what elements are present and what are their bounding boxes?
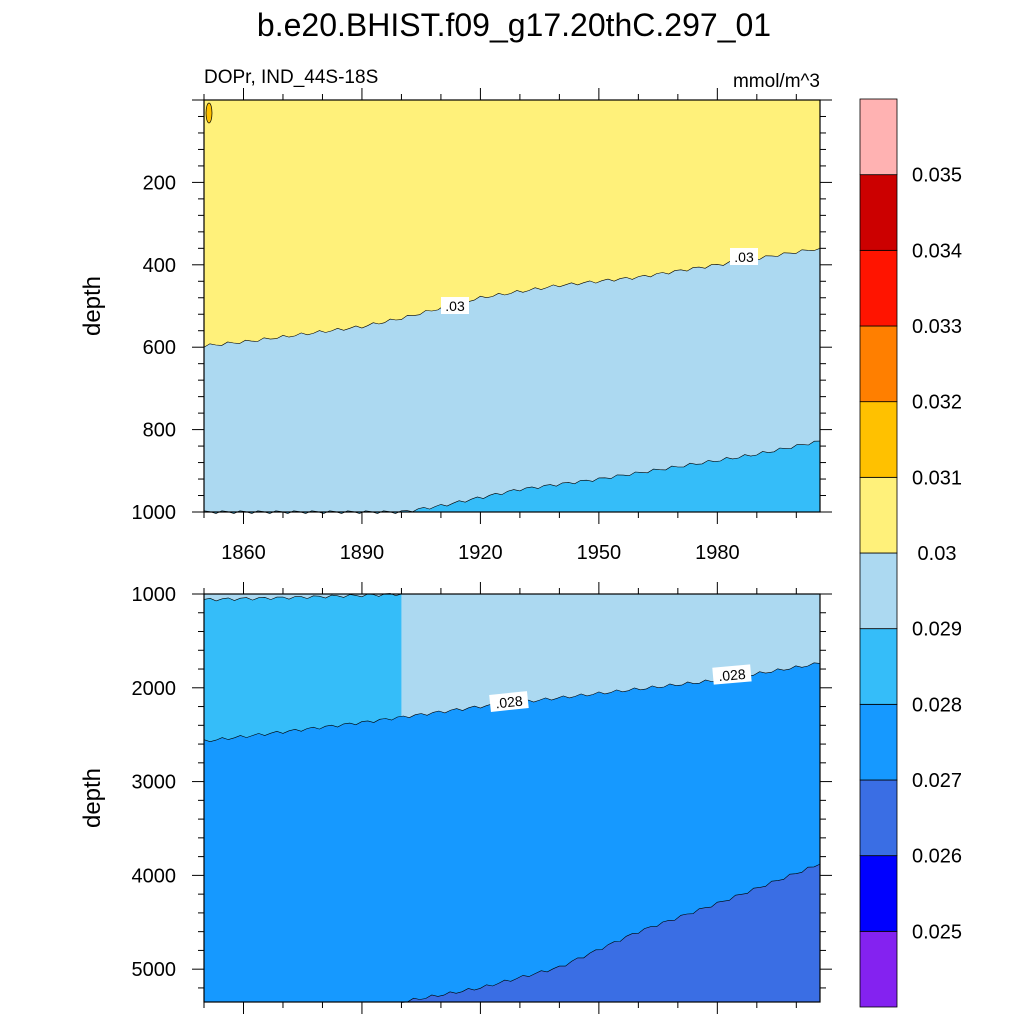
small-contour-blob — [205, 102, 213, 124]
colorbar-label: 0.027 — [912, 770, 962, 792]
colorbar-box — [859, 779, 898, 857]
contour-label-lower-1-text: .028 — [495, 693, 524, 712]
ytick-label-upper: 800 — [143, 420, 176, 442]
upper-y-axis: 200 400 600 800 1000 — [132, 99, 832, 524]
colorbar-box — [859, 552, 898, 630]
xtick-label: 1860 — [221, 542, 266, 564]
upper-panel: .03 .03 200 400 600 800 1000 1860 1890 1920 195… — [79, 88, 832, 564]
ytick-label-upper: 400 — [143, 255, 176, 277]
colorbar-label: 0.035 — [912, 165, 962, 187]
colorbar-box — [859, 628, 898, 705]
colorbar-label: 0.025 — [912, 921, 962, 943]
variable-label: DOPr, IND_44S-18S — [204, 67, 378, 88]
ytick-label-upper: 200 — [143, 172, 176, 194]
colorbar-label: 0.03 — [918, 543, 957, 565]
contour-line-upper-0 — [203, 248, 821, 348]
lower-panel: .028 .028 1000 2000 3000 4000 5000 depth — [79, 582, 832, 1014]
region-lower-2 — [204, 662, 820, 1002]
contour-line-upper-1 — [203, 440, 821, 514]
lower-ylabel: depth — [79, 768, 106, 828]
ytick-label-lower: 4000 — [132, 865, 177, 887]
contour-label-upper-2: .03 — [730, 248, 758, 265]
units-label: mmol/m^3 — [733, 71, 820, 92]
region-upper-1 — [204, 248, 820, 513]
contour-label-upper-2-text: .03 — [734, 249, 754, 265]
ytick-label-lower: 3000 — [132, 772, 177, 794]
xtick-label: 1950 — [577, 542, 622, 564]
contour-label-upper-1: .03 — [441, 297, 469, 314]
ytick-label-upper: 600 — [143, 337, 176, 359]
upper-x-axis: 1860 1890 1920 1950 1980 — [203, 88, 797, 564]
colorbar-label: 0.026 — [912, 846, 962, 868]
contour-line-lower-2 — [401, 863, 821, 1003]
colorbar-label: 0.028 — [912, 694, 962, 716]
ytick-label-lower: 5000 — [132, 959, 177, 981]
colorbar-box — [859, 855, 898, 932]
upper-contour-lines — [203, 248, 821, 514]
lower-contour-labels: .028 .028 — [489, 664, 752, 712]
lower-x-axis — [203, 582, 797, 1014]
upper-plot-frame — [203, 99, 821, 513]
colorbar-labels: 0.025 0.026 0.027 0.028 0.029 0.03 0.031 0.032 0… — [912, 165, 962, 944]
colorbar-label: 0.033 — [912, 316, 962, 338]
colorbar-box — [859, 703, 898, 781]
lower-y-axis: 1000 2000 3000 4000 5000 — [132, 584, 832, 989]
lower-plot-frame — [203, 593, 821, 1003]
colorbar-label: 0.029 — [912, 619, 962, 641]
region-upper-2 — [204, 441, 820, 514]
ytick-label-lower: 2000 — [132, 678, 177, 700]
region-lower-3 — [401, 864, 820, 1003]
chart-title: b.e20.BHIST.f09_g17.20thC.297_01 — [257, 7, 771, 43]
contour-label-upper-1-text: .03 — [445, 298, 465, 314]
colorbar-box — [859, 930, 898, 1008]
colorbar-box — [859, 401, 898, 478]
colorbar-label: 0.032 — [912, 392, 962, 414]
xtick-label: 1920 — [458, 542, 503, 564]
lower-contour-fills — [204, 593, 820, 1003]
upper-contour-labels: .03 .03 — [441, 248, 758, 314]
colorbar-box — [859, 98, 898, 176]
colorbar-label: 0.034 — [912, 240, 962, 262]
xtick-label: 1890 — [340, 542, 385, 564]
upper-contour-fills — [204, 100, 820, 514]
colorbar-box — [859, 249, 898, 327]
upper-ylabel: depth — [79, 276, 106, 336]
colorbar-boxes — [859, 98, 898, 1008]
colorbar-label: 0.031 — [912, 467, 962, 489]
colorbar: 0.025 0.026 0.027 0.028 0.029 0.03 0.031 0.032 0… — [859, 98, 962, 1008]
contour-label-lower-2: .028 — [712, 664, 752, 685]
colorbar-box — [859, 476, 898, 554]
xtick-label: 1980 — [695, 542, 740, 564]
ytick-label-upper: 1000 — [132, 502, 177, 524]
colorbar-box — [859, 174, 898, 251]
ytick-label-lower: 1000 — [132, 584, 177, 606]
colorbar-box — [859, 325, 898, 403]
contour-label-lower-2-text: .028 — [718, 666, 747, 684]
contour-label-lower-1: .028 — [489, 691, 529, 712]
